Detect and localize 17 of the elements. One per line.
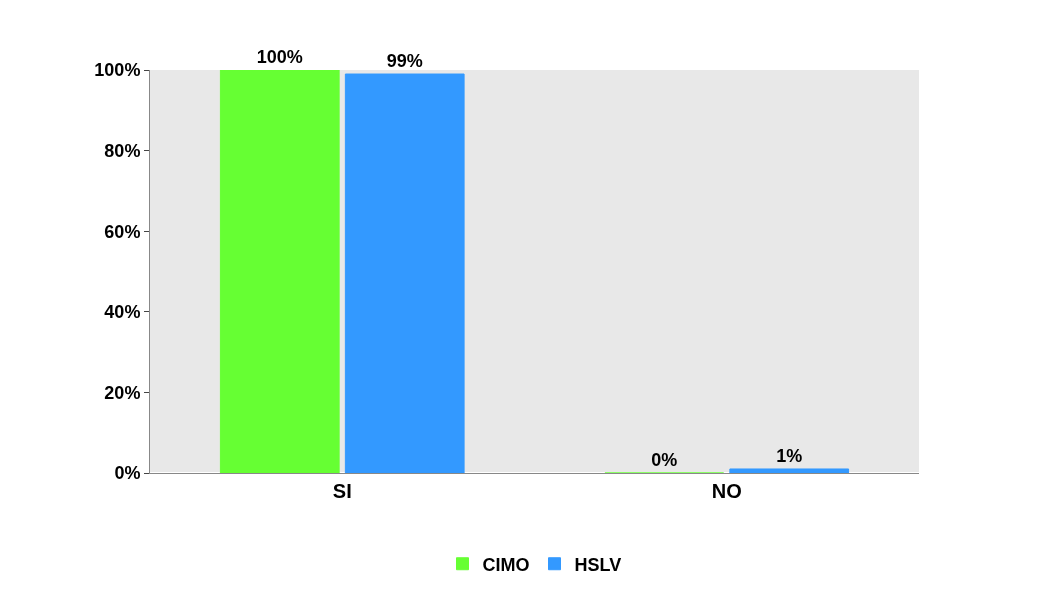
data-label: 1% [776,445,803,466]
legend-label: HSLV [574,554,622,575]
x-tick-label: NO [711,480,742,502]
y-tick-label: 0% [114,463,141,484]
y-tick-label: 60% [104,221,141,242]
bar [729,468,850,473]
bar [219,70,340,473]
data-label: 100% [256,47,303,67]
y-tick-label: 100% [94,60,141,81]
y-tick-label: 20% [104,382,141,403]
bar [344,73,465,473]
legend-label: CIMO [482,554,530,575]
data-label: 0% [651,450,678,470]
y-tick-label: 40% [104,302,141,323]
data-label: 99% [386,51,423,72]
y-tick-label: 80% [104,140,141,161]
x-tick-label: SI [332,480,352,502]
